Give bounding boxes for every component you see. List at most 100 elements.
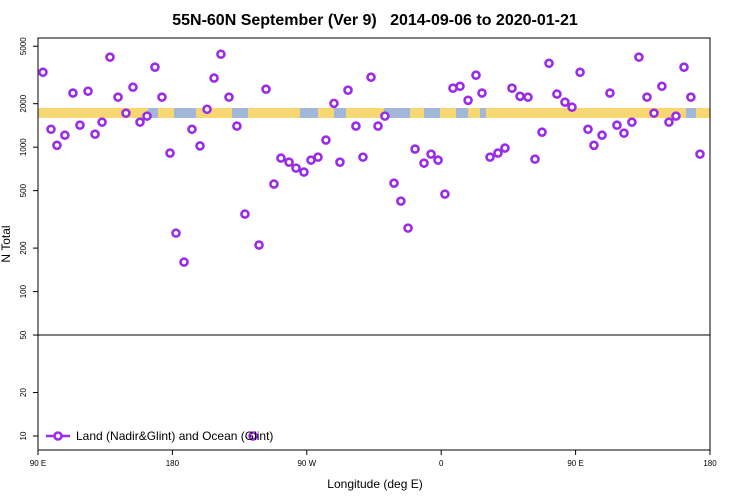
y-tick-label: 1000: [19, 138, 28, 156]
point: [523, 92, 533, 102]
point: [537, 127, 547, 137]
point: [60, 130, 70, 141]
point: [121, 108, 131, 118]
x-tick-label: 180: [166, 459, 180, 468]
point: [75, 120, 85, 130]
x-axis-label: Longitude (deg E): [327, 477, 422, 491]
point: [171, 228, 181, 238]
point: [389, 178, 399, 188]
y-tick-label: 10: [19, 431, 28, 440]
point: [612, 120, 622, 130]
point: [142, 111, 152, 121]
point: [605, 88, 615, 98]
point: [179, 257, 189, 267]
point: [366, 72, 376, 83]
chart-title: 55N-60N September (Ver 9) 2014-09-06 to …: [172, 12, 578, 29]
point: [284, 157, 294, 167]
point: [224, 92, 234, 102]
point: [202, 104, 212, 115]
point: [351, 121, 361, 131]
y-tick-label: 100: [19, 284, 28, 298]
point: [52, 140, 62, 151]
point: [544, 58, 554, 69]
point: [313, 152, 323, 162]
point: [157, 92, 167, 102]
y-tick-label: 2000: [19, 94, 28, 112]
point: [329, 98, 339, 109]
point: [686, 92, 696, 102]
point: [261, 84, 271, 94]
point: [515, 91, 525, 102]
point: [410, 144, 420, 154]
point: [634, 52, 644, 62]
land-band: [440, 108, 456, 118]
point: [216, 49, 226, 60]
point: [321, 135, 331, 145]
y-tick-label: 500: [19, 183, 28, 197]
point: [335, 157, 345, 167]
point: [560, 97, 570, 107]
point: [240, 209, 250, 219]
point: [695, 149, 705, 159]
point: [68, 88, 78, 98]
land-ocean-band: [38, 108, 710, 118]
point: [343, 85, 353, 95]
point: [552, 89, 562, 99]
point: [649, 108, 659, 118]
point: [575, 67, 585, 78]
point: [135, 117, 145, 127]
land-band: [410, 108, 424, 118]
point: [269, 179, 279, 189]
point: [128, 82, 138, 93]
point: [642, 92, 652, 102]
point: [276, 153, 286, 163]
point: [187, 124, 197, 135]
land-band: [196, 108, 232, 118]
point: [150, 62, 160, 72]
point: [113, 92, 123, 102]
point: [671, 111, 681, 121]
land-band: [346, 108, 384, 118]
point: [485, 152, 495, 162]
point: [433, 155, 443, 165]
point: [291, 163, 301, 173]
point: [597, 130, 607, 141]
point: [463, 95, 473, 106]
point: [90, 129, 100, 139]
point: [396, 196, 406, 206]
y-tick-label: 5000: [19, 37, 28, 55]
point: [403, 223, 413, 233]
point: [589, 140, 599, 151]
point: [38, 67, 48, 78]
x-tick-label: 0: [439, 459, 444, 468]
point: [299, 167, 309, 177]
point: [679, 62, 689, 72]
legend-marker: [53, 431, 63, 441]
point: [530, 154, 540, 164]
point: [232, 121, 242, 131]
point: [455, 81, 465, 92]
legend-label: Land (Nadir&Glint) and Ocean (Glint): [76, 429, 273, 443]
point: [105, 52, 115, 62]
point: [664, 117, 674, 127]
point: [507, 83, 517, 94]
point: [165, 148, 175, 158]
y-tick-label: 50: [19, 330, 28, 339]
point: [209, 73, 219, 83]
land-band: [486, 108, 686, 118]
land-band: [468, 108, 480, 118]
point: [477, 88, 487, 98]
point: [248, 431, 258, 441]
legend: Land (Nadir&Glint) and Ocean (Glint): [46, 429, 273, 443]
x-tick-label: 90 W: [297, 459, 316, 468]
point: [500, 143, 510, 153]
land-band: [158, 108, 174, 118]
point: [567, 102, 577, 113]
point: [440, 189, 450, 199]
y-tick-label: 20: [19, 388, 28, 397]
y-axis-label: N Total: [0, 225, 13, 262]
x-tick-label: 90 E: [30, 459, 46, 468]
point: [97, 117, 107, 127]
point: [373, 121, 383, 131]
